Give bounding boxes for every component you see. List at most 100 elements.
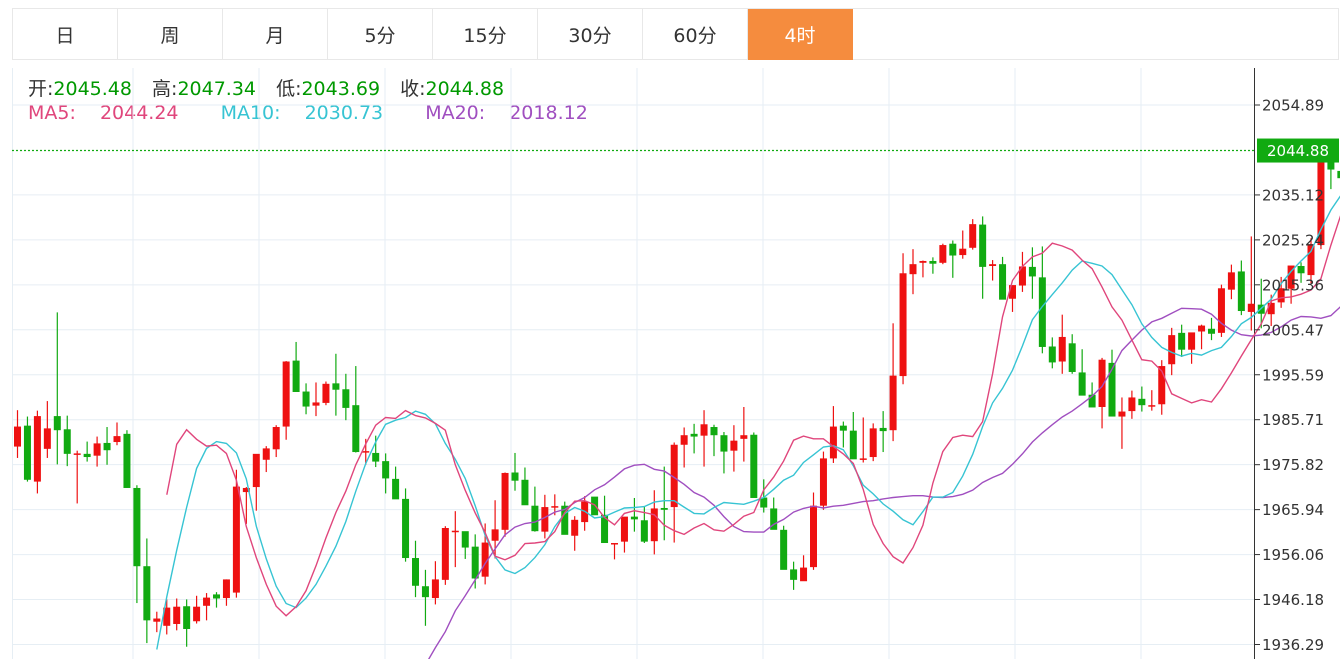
candle[interactable] xyxy=(232,469,240,598)
candle[interactable] xyxy=(332,353,340,416)
candle[interactable] xyxy=(252,453,260,511)
candle[interactable] xyxy=(1168,327,1176,376)
candle[interactable] xyxy=(1198,324,1206,350)
candle[interactable] xyxy=(312,382,320,417)
candle[interactable] xyxy=(282,361,290,440)
candle[interactable] xyxy=(1098,357,1106,429)
candle[interactable] xyxy=(979,216,987,299)
candle[interactable] xyxy=(670,442,678,543)
candle[interactable] xyxy=(720,432,728,474)
candle[interactable] xyxy=(1227,264,1235,300)
candle[interactable] xyxy=(1118,397,1126,449)
candle[interactable] xyxy=(780,525,788,570)
candle[interactable] xyxy=(750,432,758,498)
candle[interactable] xyxy=(53,312,61,465)
candle[interactable] xyxy=(123,430,131,488)
candle[interactable] xyxy=(292,341,300,392)
candle[interactable] xyxy=(352,366,360,453)
candle[interactable] xyxy=(730,425,738,472)
candle[interactable] xyxy=(222,579,230,606)
candle[interactable] xyxy=(1217,284,1225,337)
candle[interactable] xyxy=(143,538,151,644)
candle[interactable] xyxy=(322,381,330,406)
candle[interactable] xyxy=(1208,317,1215,341)
candle[interactable] xyxy=(770,497,778,530)
candle[interactable] xyxy=(1307,238,1315,284)
candle[interactable] xyxy=(521,467,529,506)
candle[interactable] xyxy=(1297,262,1305,283)
candle[interactable] xyxy=(959,230,967,259)
candle[interactable] xyxy=(1237,260,1245,316)
candle[interactable] xyxy=(1287,265,1295,304)
candle[interactable] xyxy=(14,410,21,458)
candle[interactable] xyxy=(133,485,141,604)
tab-4[interactable]: 15分 xyxy=(433,9,538,60)
candle[interactable] xyxy=(879,411,887,453)
candle[interactable] xyxy=(1148,390,1156,411)
tab-0[interactable]: 日 xyxy=(13,9,118,60)
candle[interactable] xyxy=(740,407,748,462)
candle[interactable] xyxy=(1048,337,1056,369)
candle[interactable] xyxy=(262,446,270,473)
candle[interactable] xyxy=(889,323,897,442)
candle[interactable] xyxy=(829,406,837,463)
candle[interactable] xyxy=(969,219,977,250)
tab-7[interactable]: 4时 xyxy=(748,9,853,60)
candle[interactable] xyxy=(949,240,957,278)
tab-6[interactable]: 60分 xyxy=(643,9,748,60)
candle[interactable] xyxy=(1158,360,1166,415)
candle[interactable] xyxy=(392,466,400,500)
candle[interactable] xyxy=(412,540,419,598)
candle[interactable] xyxy=(272,425,280,458)
candle[interactable] xyxy=(760,479,768,513)
candle[interactable] xyxy=(431,561,439,605)
candle[interactable] xyxy=(571,516,579,551)
candle[interactable] xyxy=(929,257,937,274)
candle[interactable] xyxy=(1138,386,1146,412)
candle[interactable] xyxy=(611,543,618,560)
candle[interactable] xyxy=(800,555,808,582)
candle[interactable] xyxy=(1068,334,1076,374)
candle[interactable] xyxy=(1028,247,1036,299)
candle[interactable] xyxy=(660,466,668,541)
candle[interactable] xyxy=(839,421,847,448)
candle[interactable] xyxy=(1188,332,1196,364)
candle[interactable] xyxy=(810,492,817,570)
candle[interactable] xyxy=(1337,158,1340,188)
candle[interactable] xyxy=(1247,236,1255,331)
candle[interactable] xyxy=(1178,324,1186,357)
candle[interactable] xyxy=(183,599,191,647)
candle[interactable] xyxy=(33,410,41,494)
candle[interactable] xyxy=(193,595,201,624)
candle[interactable] xyxy=(859,417,867,463)
candle[interactable] xyxy=(511,452,519,491)
candle[interactable] xyxy=(1078,349,1086,396)
candle[interactable] xyxy=(1009,285,1016,312)
tab-3[interactable]: 5分 xyxy=(328,9,433,60)
candle[interactable] xyxy=(869,423,877,462)
candle[interactable] xyxy=(680,427,688,468)
candle[interactable] xyxy=(999,256,1007,300)
candle[interactable] xyxy=(819,451,827,510)
candle[interactable] xyxy=(939,243,947,265)
candle[interactable] xyxy=(213,592,220,608)
candle[interactable] xyxy=(919,260,927,278)
candle[interactable] xyxy=(461,531,469,559)
candle[interactable] xyxy=(113,422,121,446)
candle[interactable] xyxy=(242,487,250,524)
candle[interactable] xyxy=(441,526,449,585)
candle[interactable] xyxy=(620,516,628,553)
candle[interactable] xyxy=(421,569,429,626)
candle[interactable] xyxy=(1088,382,1096,408)
candle[interactable] xyxy=(501,472,509,537)
candle[interactable] xyxy=(531,486,539,532)
candle[interactable] xyxy=(163,599,171,635)
candle[interactable] xyxy=(173,598,181,631)
candle[interactable] xyxy=(23,416,31,482)
candle[interactable] xyxy=(1038,246,1046,354)
candle[interactable] xyxy=(909,249,917,295)
candle[interactable] xyxy=(591,496,599,516)
candle[interactable] xyxy=(1277,276,1285,308)
candle[interactable] xyxy=(103,427,111,465)
